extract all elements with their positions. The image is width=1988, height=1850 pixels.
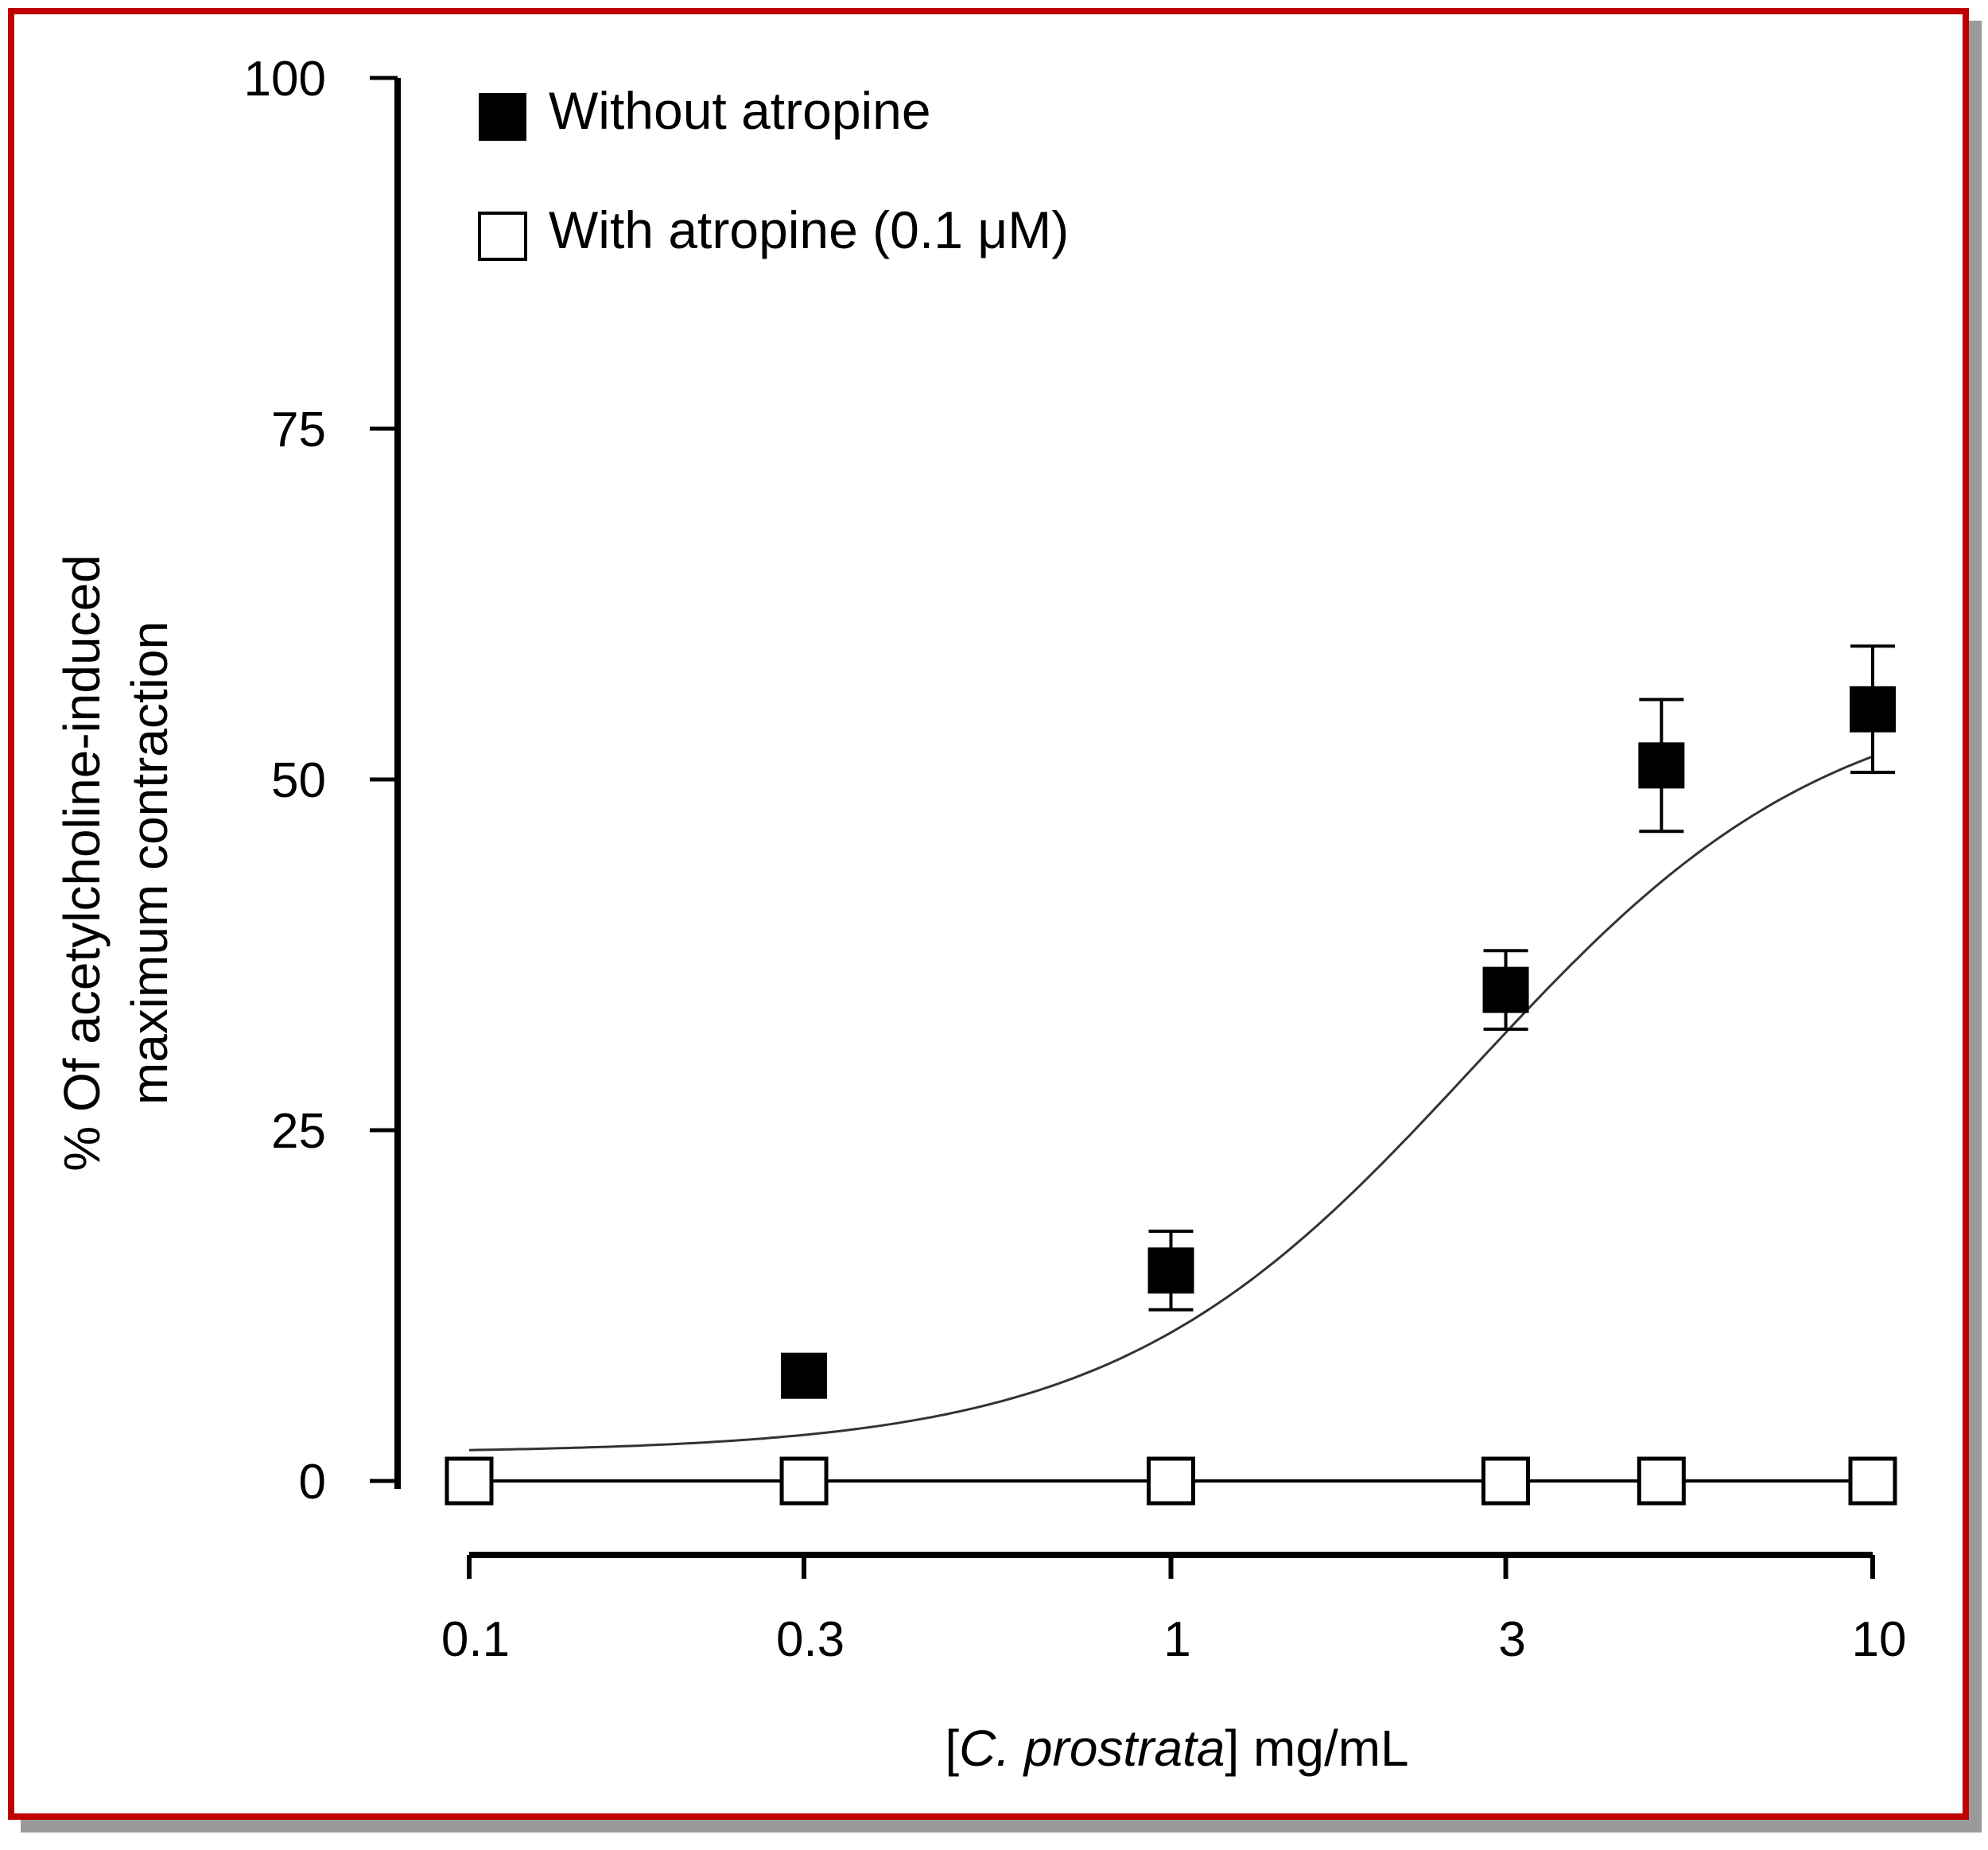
x-tick-label: 1: [1163, 1612, 1190, 1667]
y-tick-label: 75: [271, 402, 326, 457]
data-point-with-atropine: [1637, 1456, 1686, 1506]
series-layer: [445, 644, 1897, 1506]
legend-label: With atropine (0.1 μM): [549, 200, 1069, 259]
y-axis-title-line-2: maximum contraction: [121, 621, 178, 1105]
data-point-without-atropine: [1147, 1247, 1194, 1294]
y-tick-label: 25: [271, 1104, 326, 1159]
x-tick-label: 10: [1852, 1612, 1907, 1667]
x-axis-title-italic: C. prostrata: [959, 1720, 1225, 1777]
x-tick-label: 0.3: [776, 1612, 845, 1667]
legend: Without atropine With atropine (0.1 μM): [478, 81, 1069, 261]
y-axis: 0 25 50 75 100: [244, 52, 401, 1510]
legend-marker-open-square: [478, 212, 527, 261]
data-point-without-atropine: [781, 1352, 828, 1399]
legend-marker-filled-square: [479, 93, 526, 141]
x-axis-title-suffix: ] mg/mL: [1225, 1720, 1408, 1777]
data-point-with-atropine: [445, 1456, 494, 1506]
y-tick-label: 100: [244, 52, 326, 107]
data-point-with-atropine: [1481, 1456, 1531, 1506]
y-axis-title-line-1: % Of acetylcholine-induced: [53, 554, 111, 1172]
x-axis-title-prefix: [: [945, 1720, 959, 1777]
x-axis: 0.1 0.3 1 3 10: [441, 1552, 1907, 1667]
legend-label: Without atropine: [549, 81, 931, 140]
data-point-with-atropine: [779, 1456, 829, 1506]
x-axis-title: [C. prostrata] mg/mL: [945, 1720, 1408, 1777]
data-point-with-atropine: [1848, 1456, 1897, 1506]
data-point-without-atropine: [1638, 742, 1685, 789]
x-tick-label: 0.1: [441, 1612, 510, 1667]
x-tick-label: 3: [1498, 1612, 1525, 1667]
fit-curve-without-atropine: [468, 755, 1873, 1452]
data-point-without-atropine: [1850, 686, 1896, 733]
data-point-with-atropine: [1147, 1456, 1195, 1506]
y-tick-label: 0: [299, 1455, 326, 1510]
data-point-without-atropine: [1482, 966, 1529, 1013]
figure-frame: [8, 8, 1969, 1820]
y-tick-label: 50: [271, 753, 326, 808]
